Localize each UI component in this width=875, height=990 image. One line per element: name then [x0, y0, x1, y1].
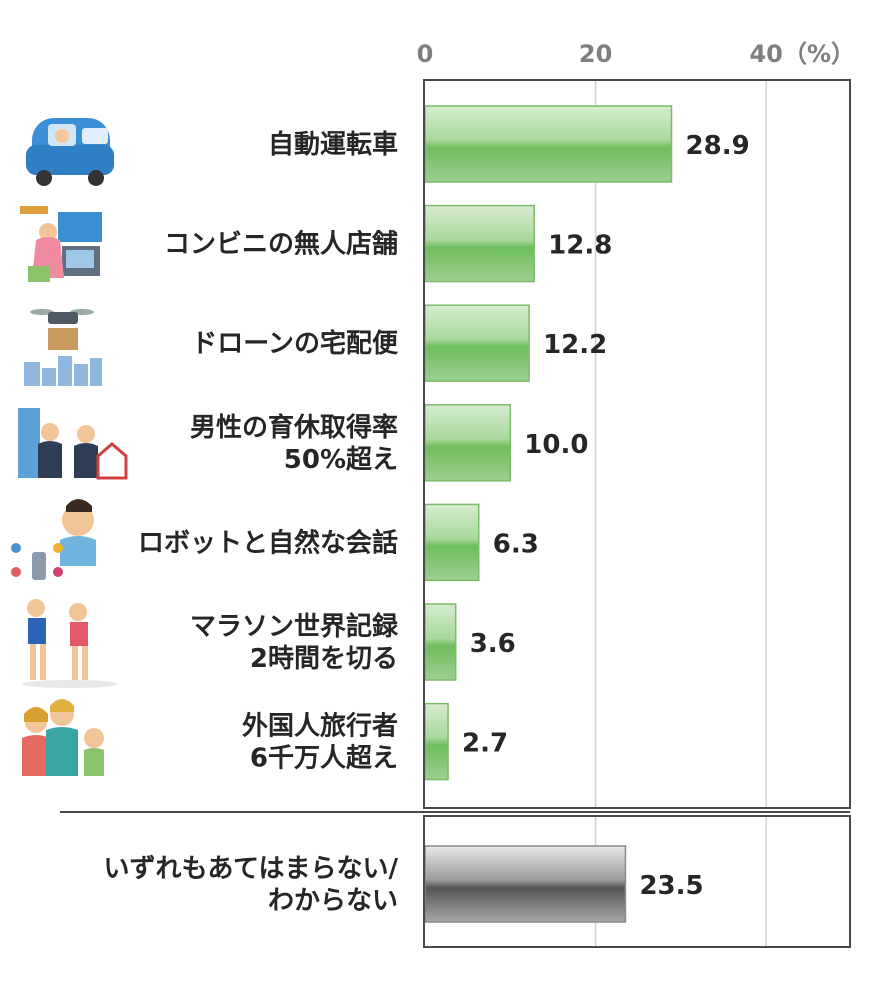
category-label-7-line-0: いずれもあてはまらない/ — [104, 854, 399, 884]
delivery-drone-icon — [24, 309, 102, 386]
bar-5 — [424, 603, 457, 681]
bar-1 — [424, 204, 535, 283]
x-tick-label: 20 — [579, 40, 612, 68]
value-label-2: 12.2 — [543, 330, 607, 360]
bar-6 — [424, 702, 449, 781]
x-tick-label: 0 — [417, 40, 434, 68]
unit-label: （%） — [783, 40, 855, 68]
plot-frame-bottom — [423, 815, 851, 948]
category-label-6-line-1: 6千万人超え — [250, 744, 398, 774]
value-labels: 28.9 12.8 12.2 10.0 6.3 3.6 2.7 23.5 — [462, 131, 750, 901]
category-label-4-line-0: ロボットと自然な会話 — [138, 527, 398, 558]
bar-3 — [424, 404, 512, 482]
marathon-runners-icon — [22, 599, 118, 688]
smart-speaker-conversation-icon — [11, 499, 96, 580]
bars — [424, 105, 673, 923]
bar-2 — [424, 304, 530, 382]
category-label-5-line-1: 2時間を切る — [250, 644, 398, 674]
category-label-7-line-1: わからない — [268, 886, 398, 916]
bar-7 — [424, 845, 627, 923]
autonomous-car-icon — [26, 118, 114, 186]
value-label-7: 23.5 — [639, 871, 703, 901]
category-label-1-line-0: コンビニの無人店舗 — [164, 230, 398, 260]
bar-0 — [424, 105, 673, 183]
x-axis-ticks: 0 20 40 — [417, 40, 783, 68]
value-label-4: 6.3 — [493, 529, 539, 559]
category-label-2-line-0: ドローンの宅配便 — [191, 328, 399, 359]
category-label-0-line-0: 自動運転車 — [268, 129, 398, 160]
category-label-3-line-0: 男性の育休取得率 — [190, 412, 398, 443]
foreign-tourists-icon — [22, 699, 104, 776]
value-label-6: 2.7 — [462, 729, 508, 759]
value-label-1: 12.8 — [548, 231, 612, 261]
plot-frame-top — [423, 79, 851, 809]
grid-lines — [594, 80, 767, 947]
value-label-0: 28.9 — [686, 131, 750, 161]
bar-4 — [424, 503, 480, 582]
value-label-3: 10.0 — [524, 430, 588, 460]
category-label-3-line-1: 50%超え — [284, 445, 398, 475]
self-checkout-icon — [20, 206, 102, 282]
x-tick-label: 40 — [749, 40, 782, 68]
category-label-6-line-0: 外国人旅行者 — [242, 711, 398, 742]
value-label-5: 3.6 — [470, 629, 516, 659]
paternity-leave-icon — [18, 408, 128, 480]
category-labels: 自動運転車コンビニの無人店舗ドローンの宅配便男性の育休取得率50%超えロボットと… — [104, 129, 399, 916]
category-label-5-line-0: マラソン世界記録 — [190, 611, 399, 642]
